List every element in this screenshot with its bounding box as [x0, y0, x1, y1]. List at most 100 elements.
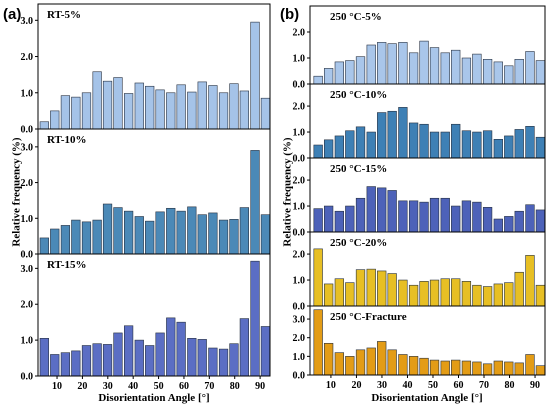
bar — [408, 122, 419, 159]
bar — [50, 110, 60, 130]
bar — [387, 273, 397, 307]
bar — [71, 96, 81, 130]
y-tick-label: 0.0 — [21, 125, 34, 136]
bar — [197, 339, 207, 377]
x-tick-label: 30 — [103, 381, 113, 392]
bar — [102, 203, 113, 255]
bar — [313, 75, 323, 85]
subplot: 0.0 1.0 2.0 250 °C-15% — [293, 157, 546, 239]
bar — [366, 44, 376, 85]
bar — [345, 356, 355, 376]
bar — [113, 207, 123, 255]
subplot: 0.0 1.0 2.0 3.0 RT-10% — [21, 128, 271, 261]
x-tick-label: 10 — [326, 380, 336, 391]
bar — [514, 362, 524, 376]
y-axis-label: Relative frequency (%) — [282, 137, 294, 246]
bar — [408, 356, 419, 376]
panel-letter: (a) — [3, 6, 21, 23]
bar — [482, 130, 493, 159]
bar — [260, 214, 271, 255]
bar — [493, 139, 503, 159]
figure-column-1: (b) 0.0 1.0 2.0 250 °C-5% 0.0 1.0 2.0 250 °C-10%… — [280, 5, 546, 404]
subplot-title: RT-15% — [47, 259, 87, 271]
bar — [440, 360, 450, 376]
bar — [461, 200, 472, 233]
x-axis-label: Disorientation Angle [°] — [98, 392, 209, 404]
y-tick-label: 2.0 — [293, 333, 306, 344]
bar — [50, 354, 60, 377]
y-tick-label: 1.0 — [21, 214, 34, 225]
bar — [60, 95, 71, 130]
bar — [345, 130, 355, 159]
x-tick-label: 40 — [402, 380, 412, 391]
bar — [60, 352, 71, 377]
bar — [419, 281, 429, 307]
bar — [482, 363, 493, 376]
bar — [429, 47, 440, 85]
y-tick-label: 0.0 — [293, 80, 306, 91]
bar — [208, 347, 218, 377]
bar — [472, 53, 482, 85]
bar — [124, 93, 134, 130]
bar — [514, 129, 524, 159]
bar — [355, 349, 366, 376]
bar — [124, 325, 134, 377]
subplot: 0.0 1.0 2.0 250 °C-10% — [293, 83, 546, 165]
bar — [208, 85, 218, 130]
bar — [472, 201, 482, 233]
bar — [525, 204, 535, 233]
bar — [419, 357, 429, 376]
x-tick-label: 10 — [52, 381, 62, 392]
bar — [429, 197, 440, 233]
bar — [440, 131, 450, 159]
bar — [461, 281, 472, 307]
bar — [377, 42, 387, 85]
bar — [451, 278, 461, 307]
bar — [366, 268, 376, 307]
bar — [92, 219, 102, 255]
bar — [504, 282, 514, 307]
bar — [429, 131, 440, 159]
y-tick-label: 1.0 — [21, 336, 34, 347]
bar — [398, 42, 408, 85]
bar — [345, 205, 355, 233]
bar — [260, 326, 271, 377]
bar — [218, 348, 229, 377]
bar — [419, 201, 429, 233]
bar — [323, 68, 334, 85]
x-tick-label: 30 — [377, 380, 387, 391]
bar — [39, 237, 49, 255]
subplot: 0.0 1.0 2.0 250 °C-20% — [293, 231, 546, 313]
y-tick-label: 1.0 — [293, 352, 306, 363]
bar — [145, 345, 155, 377]
bar — [408, 200, 419, 233]
bar — [387, 43, 397, 85]
bar — [451, 205, 461, 233]
bar — [197, 81, 207, 130]
bar — [377, 112, 387, 159]
bar — [525, 255, 535, 307]
y-tick-label: 2.0 — [293, 250, 306, 261]
y-tick-label: 1.0 — [293, 276, 306, 287]
bar — [535, 284, 546, 307]
bar — [176, 210, 186, 255]
bar — [440, 52, 450, 85]
x-tick-label: 90 — [530, 380, 540, 391]
bar — [535, 209, 546, 233]
bar — [419, 40, 429, 85]
x-tick-label: 80 — [505, 380, 515, 391]
bar — [493, 283, 503, 307]
bar — [334, 135, 344, 159]
y-tick-label: 3.0 — [293, 315, 306, 326]
bar — [451, 49, 461, 85]
bar — [250, 260, 260, 377]
subplot-title: RT-5% — [47, 9, 81, 21]
bar — [166, 207, 176, 255]
bar — [408, 284, 419, 307]
subplot-title: 250 °C-5% — [330, 11, 382, 23]
bar — [504, 135, 514, 159]
x-tick-label: 70 — [479, 380, 489, 391]
bar — [323, 283, 334, 307]
bar — [408, 52, 419, 85]
bar — [355, 126, 366, 159]
